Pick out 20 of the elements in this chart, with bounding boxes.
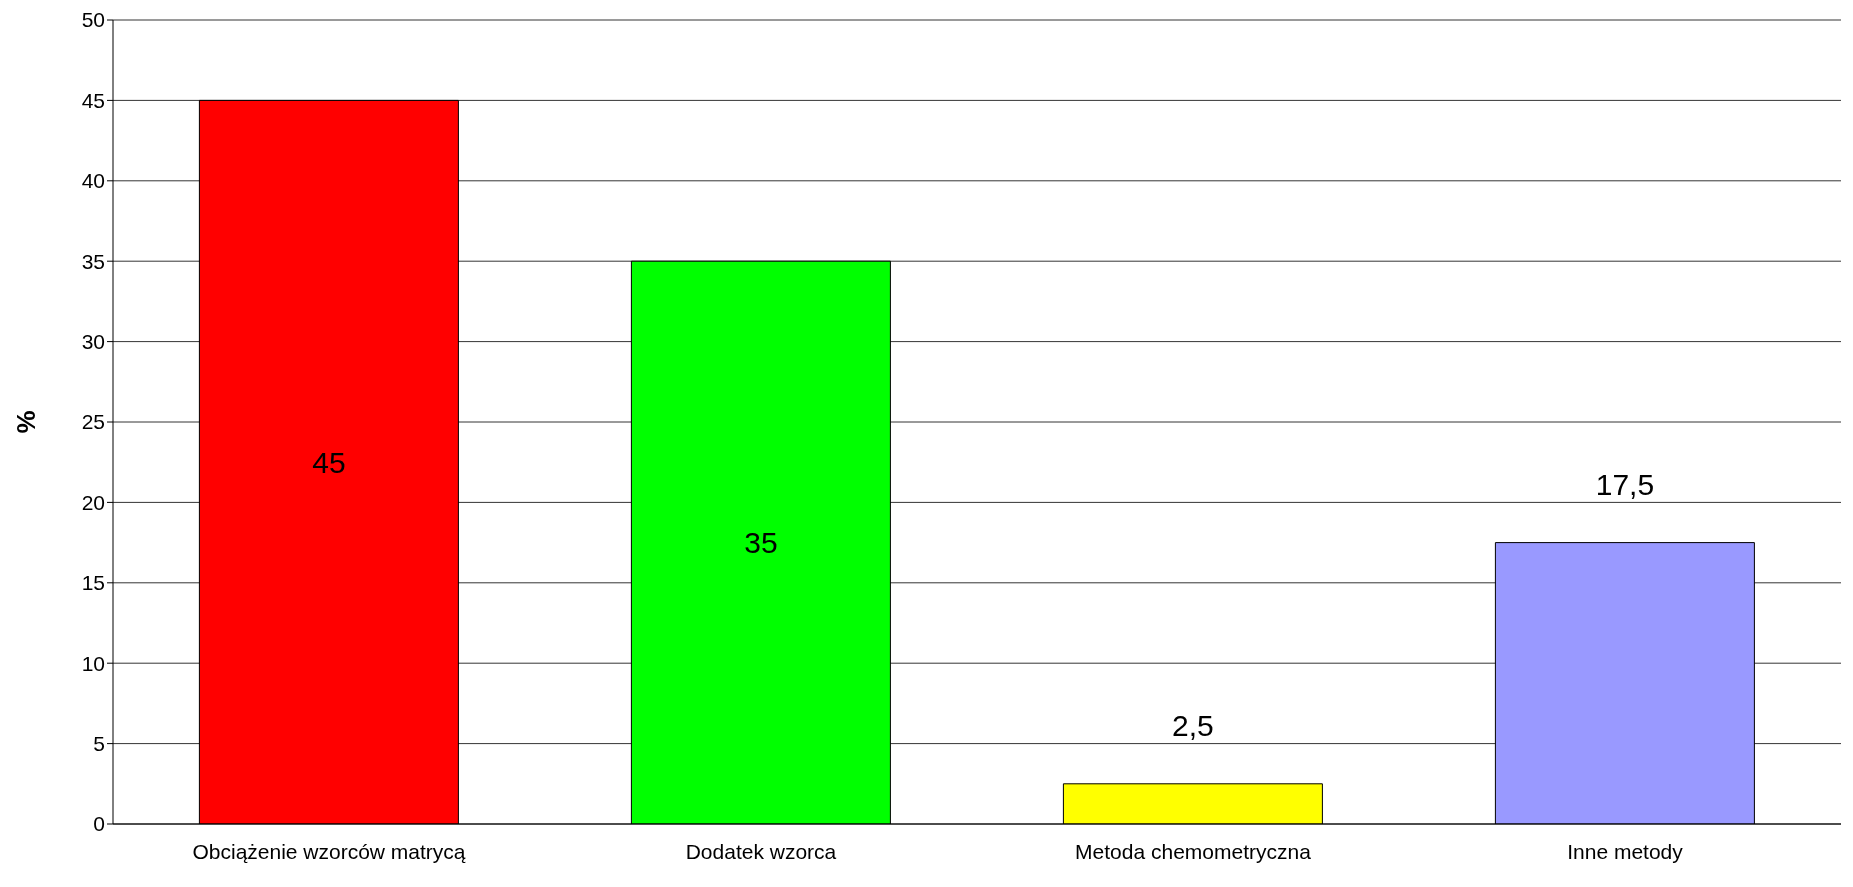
data-label: 2,5	[1172, 709, 1214, 743]
x-tick-label: Obciążenie wzorców matrycą	[192, 839, 466, 863]
data-label: 45	[312, 445, 346, 479]
x-tick-label: Metoda chemometryczna	[1075, 839, 1312, 863]
y-tick-label: 10	[81, 651, 105, 675]
x-tick-label: Inne metody	[1567, 839, 1684, 863]
x-tick-label: Dodatek wzorca	[685, 839, 837, 863]
y-tick-label: 25	[81, 410, 105, 434]
y-tick-label: 50	[81, 8, 105, 32]
data-label: 17,5	[1595, 468, 1655, 502]
y-tick-label: 15	[81, 571, 105, 595]
y-tick-label: 40	[81, 169, 105, 193]
y-tick-label: 0	[93, 812, 105, 836]
y-tick-label: 30	[81, 330, 105, 354]
y-axis-title: %	[11, 410, 42, 434]
data-label: 35	[744, 526, 778, 560]
y-tick-label: 20	[81, 490, 105, 514]
y-tick-label: 45	[81, 88, 105, 112]
y-tick-label: 35	[81, 249, 105, 273]
y-tick-label: 5	[93, 732, 105, 756]
